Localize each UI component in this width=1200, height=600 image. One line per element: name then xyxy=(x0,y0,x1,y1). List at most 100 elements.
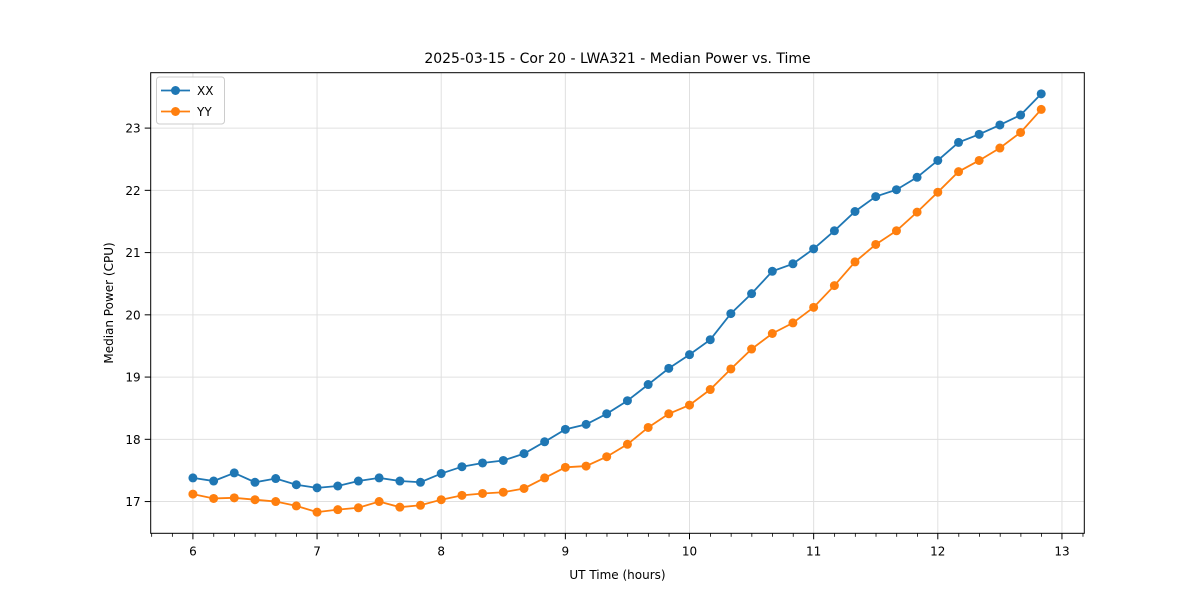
data-point-yy xyxy=(333,505,343,515)
data-point-yy xyxy=(415,500,425,510)
data-point-yy xyxy=(974,155,984,165)
y-axis-label: Median Power (CPU) xyxy=(102,242,116,363)
data-point-yy xyxy=(209,493,219,503)
data-point-yy xyxy=(250,495,260,505)
legend-item-yy: YY xyxy=(161,105,212,119)
data-point-yy xyxy=(643,422,653,432)
legend: XX YY xyxy=(156,76,225,125)
data-point-yy xyxy=(747,344,757,354)
data-point-yy xyxy=(602,452,612,462)
data-point-xx xyxy=(912,172,922,182)
data-point-xx xyxy=(871,192,881,202)
data-point-xx xyxy=(891,185,901,195)
y-tick-label: 21 xyxy=(125,246,140,260)
legend-label-yy: YY xyxy=(196,105,212,119)
data-point-xx xyxy=(829,226,839,236)
data-point-xx xyxy=(457,462,467,472)
data-point-xx xyxy=(209,476,219,486)
x-tick-label: 8 xyxy=(437,544,445,558)
data-point-xx xyxy=(933,155,943,165)
x-axis-label: UT Time (hours) xyxy=(569,568,665,582)
data-point-xx xyxy=(685,350,695,360)
data-point-yy xyxy=(954,167,964,177)
data-point-yy xyxy=(540,473,550,483)
data-point-xx xyxy=(581,419,591,429)
data-point-yy xyxy=(933,187,943,197)
data-point-yy xyxy=(457,490,467,500)
data-point-xx xyxy=(747,289,757,299)
data-point-yy xyxy=(478,488,488,498)
data-point-xx xyxy=(809,244,819,254)
data-point-xx xyxy=(788,259,798,269)
y-tick-label: 22 xyxy=(125,184,140,198)
data-point-xx xyxy=(353,476,363,486)
data-point-yy xyxy=(995,143,1005,153)
data-point-xx xyxy=(415,477,425,487)
x-tick-label: 6 xyxy=(189,544,197,558)
data-point-yy xyxy=(664,409,674,419)
data-point-xx xyxy=(333,481,343,491)
data-point-yy xyxy=(353,503,363,513)
data-point-yy xyxy=(622,439,632,449)
data-point-yy xyxy=(705,385,715,395)
data-point-yy xyxy=(1036,104,1046,114)
data-point-xx xyxy=(560,424,570,434)
data-point-xx xyxy=(395,476,405,486)
data-point-xx xyxy=(974,129,984,139)
legend-label-xx: XX xyxy=(197,84,213,98)
data-point-xx xyxy=(602,409,612,419)
chart-title: 2025-03-15 - Cor 20 - LWA321 - Median Po… xyxy=(424,51,810,67)
data-point-yy xyxy=(726,364,736,374)
x-tick-label: 12 xyxy=(930,544,945,558)
data-point-xx xyxy=(478,458,488,468)
series-line-yy xyxy=(192,108,1042,514)
data-point-xx xyxy=(498,455,508,465)
data-point-yy xyxy=(685,400,695,410)
legend-marker-xx xyxy=(171,86,180,95)
data-point-yy xyxy=(560,462,570,472)
data-point-yy xyxy=(229,493,239,503)
data-point-xx xyxy=(229,468,239,478)
data-point-xx xyxy=(374,473,384,483)
data-point-xx xyxy=(436,469,446,479)
y-tick-label: 18 xyxy=(125,433,140,447)
data-point-yy xyxy=(581,461,591,471)
data-point-xx xyxy=(312,483,322,493)
data-point-xx xyxy=(291,480,301,490)
y-tick-label: 20 xyxy=(125,308,140,322)
data-point-xx xyxy=(540,437,550,447)
data-point-xx xyxy=(726,309,736,319)
data-point-yy xyxy=(436,495,446,505)
data-point-yy xyxy=(291,501,301,511)
data-point-yy xyxy=(829,281,839,291)
grid-layer xyxy=(150,72,1085,534)
legend-item-xx: XX xyxy=(161,84,213,98)
plot-frame xyxy=(150,72,1085,534)
series-layer xyxy=(188,89,1046,517)
y-tick-label: 19 xyxy=(125,371,140,385)
data-point-xx xyxy=(705,335,715,345)
data-point-yy xyxy=(519,483,529,493)
data-point-yy xyxy=(891,226,901,236)
data-point-yy xyxy=(498,487,508,497)
data-point-xx xyxy=(995,120,1005,130)
legend-box xyxy=(156,76,225,125)
x-tick-label: 9 xyxy=(562,544,570,558)
series-line-xx xyxy=(192,93,1042,489)
data-point-xx xyxy=(643,380,653,390)
data-point-yy xyxy=(1016,127,1026,137)
data-point-xx xyxy=(767,266,777,276)
y-tick-label: 23 xyxy=(125,122,140,136)
x-tick-label: 10 xyxy=(682,544,697,558)
data-point-xx xyxy=(519,449,529,459)
data-point-yy xyxy=(809,302,819,312)
data-point-yy xyxy=(374,497,384,507)
data-point-xx xyxy=(622,396,632,406)
y-tick-label: 17 xyxy=(125,495,140,509)
data-point-yy xyxy=(312,507,322,517)
data-point-xx xyxy=(188,473,198,483)
data-point-yy xyxy=(850,257,860,267)
data-point-yy xyxy=(912,207,922,217)
